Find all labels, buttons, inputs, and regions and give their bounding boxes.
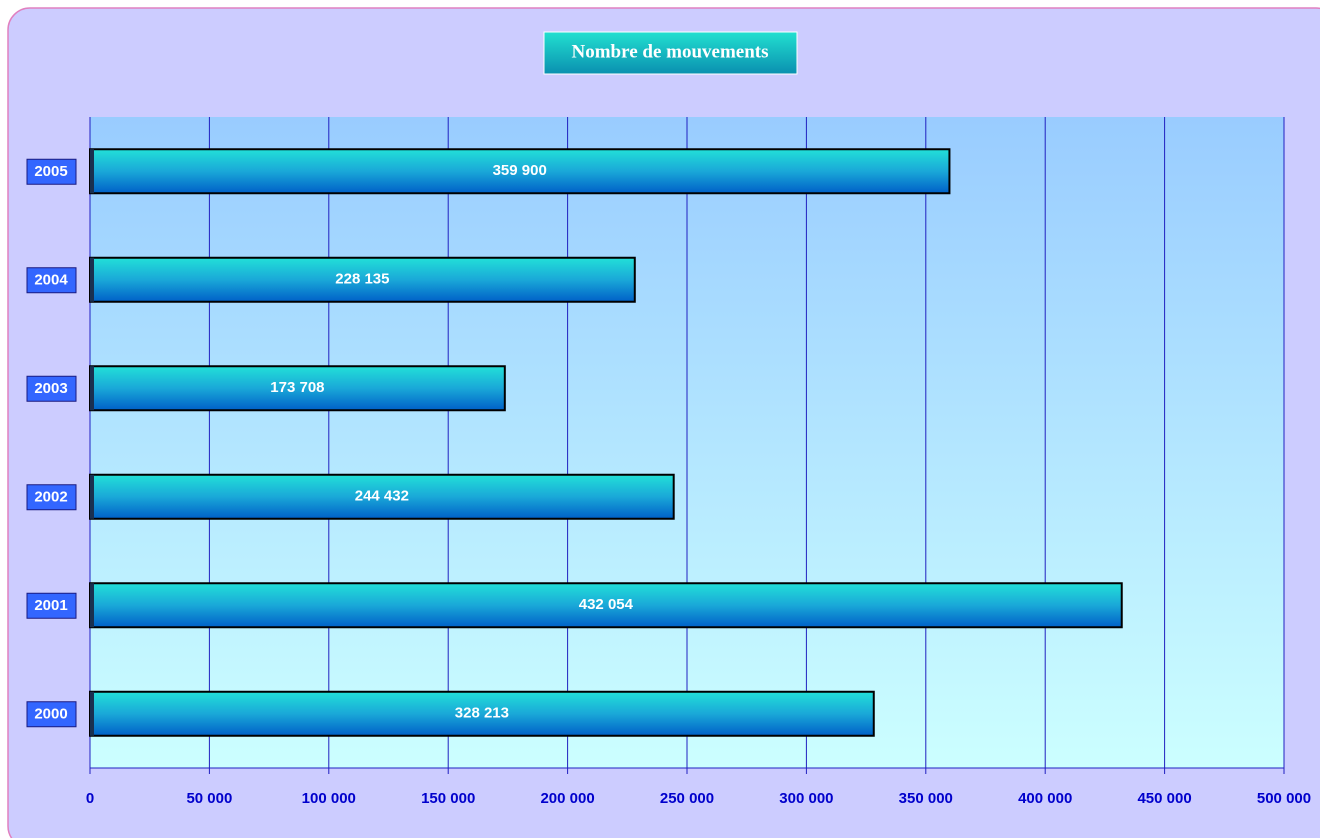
y-tick-label: 2003 [34, 380, 67, 397]
category-box [26, 484, 77, 511]
bar [89, 473, 675, 520]
bar [89, 148, 951, 195]
y-tick-label: 2004 [34, 272, 68, 289]
bar-side [90, 257, 94, 302]
x-tick-label: 400 000 [1018, 790, 1072, 807]
x-tick-label: 200 000 [540, 790, 594, 807]
x-tick-label: 50 000 [186, 790, 232, 807]
y-tick-label: 2002 [34, 489, 67, 506]
data-label: 173 708 [270, 379, 324, 396]
x-tick-label: 500 000 [1257, 790, 1311, 807]
y-tick-label: 2001 [34, 597, 67, 614]
category-box [26, 701, 77, 728]
data-label: 228 135 [335, 271, 389, 288]
data-label: 359 900 [493, 162, 547, 179]
category-box [26, 267, 77, 294]
y-tick-label: 2005 [34, 163, 67, 180]
x-tick-label: 0 [86, 790, 94, 807]
x-tick-label: 250 000 [660, 790, 714, 807]
data-label: 432 054 [579, 596, 634, 613]
title-box [543, 31, 798, 75]
y-tick-label: 2000 [34, 706, 67, 723]
bar-side [90, 366, 94, 411]
x-tick-label: 150 000 [421, 790, 475, 807]
category-box [26, 592, 77, 619]
x-tick-label: 350 000 [899, 790, 953, 807]
x-tick-label: 450 000 [1137, 790, 1191, 807]
x-tick-label: 300 000 [779, 790, 833, 807]
chart-title: Nombre de mouvements [571, 41, 768, 62]
bar-side [90, 691, 94, 736]
bar [89, 582, 1123, 629]
data-label: 244 432 [355, 488, 409, 505]
bar [89, 256, 636, 303]
category-box [26, 158, 77, 185]
category-box [26, 375, 77, 402]
bar-side [90, 583, 94, 628]
data-label: 328 213 [455, 705, 509, 722]
bar-side [90, 474, 94, 519]
bar [89, 365, 506, 412]
x-tick-label: 100 000 [302, 790, 356, 807]
bar-side [90, 149, 94, 194]
